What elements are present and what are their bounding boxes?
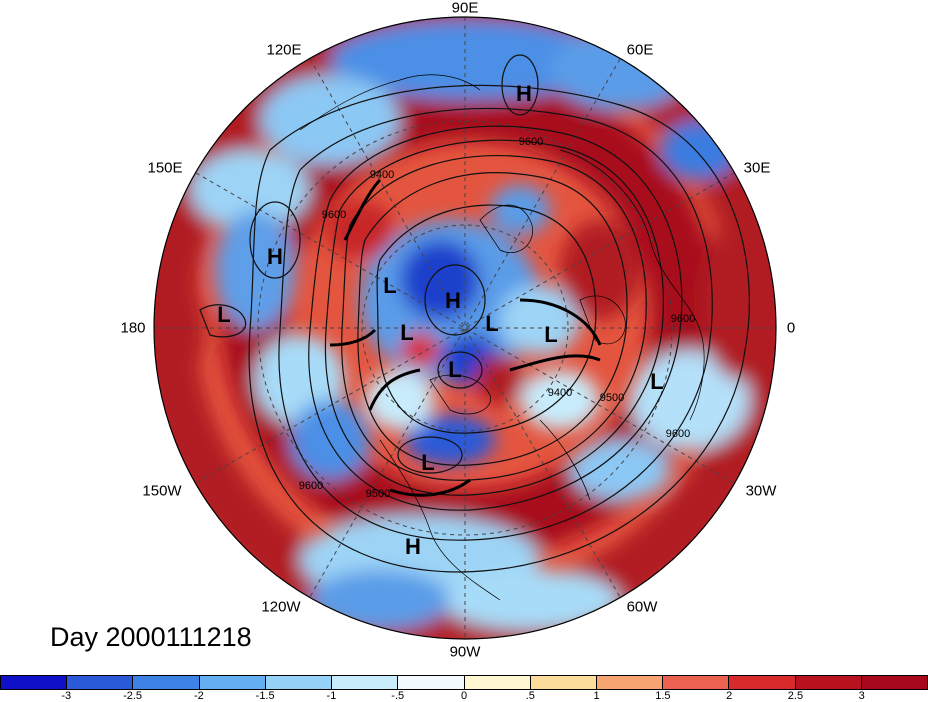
pressure-center-label: L xyxy=(421,450,434,475)
lon-label-0: 0 xyxy=(786,319,796,337)
colorbar-tick-label: -1 xyxy=(326,690,337,702)
jet-contours xyxy=(329,178,602,497)
colorbar-swatch xyxy=(332,676,399,689)
colorbar-swatch xyxy=(729,676,796,689)
lon-label-120e: 120E xyxy=(266,41,302,59)
colorbar-swatch xyxy=(530,676,597,689)
colorbar-tick-label: -.5 xyxy=(391,690,405,702)
colorbar-tick-label: 2 xyxy=(726,690,733,702)
contour-label: 9600 xyxy=(671,313,695,325)
lon-label-30w: 30W xyxy=(745,482,777,500)
lon-label-180: 180 xyxy=(120,319,146,337)
colorbar-swatch xyxy=(199,676,266,689)
colorbar-tick-label: 1 xyxy=(593,690,600,702)
anomaly-field xyxy=(154,17,776,639)
pressure-center-label: L xyxy=(650,369,663,394)
contour-label: 9500 xyxy=(600,392,624,404)
colorbar-tick-label: -3 xyxy=(61,690,72,702)
lon-label-90w: 90W xyxy=(449,643,481,661)
contour-label: 9600 xyxy=(322,209,346,221)
colorbar-swatch xyxy=(398,676,465,689)
pressure-center-label: H xyxy=(267,244,283,269)
pressure-center-label: L xyxy=(400,320,413,345)
lon-label-150w: 150W xyxy=(142,482,182,500)
map-border xyxy=(153,16,777,640)
page-title: Day 2000111218 xyxy=(50,622,252,652)
colorbar-swatch xyxy=(795,676,862,689)
colorbar xyxy=(0,675,928,690)
polar-stereographic-map: H H L L L H L L L L L H 9600 9400 9600 9… xyxy=(153,16,777,640)
lon-label-90e: 90E xyxy=(451,0,479,17)
colorbar-swatch xyxy=(1,676,68,689)
colorbar-tick-label: 0 xyxy=(460,690,468,702)
colorbar-swatch xyxy=(861,676,928,689)
colorbar-swatch xyxy=(464,676,531,689)
contour-label: 9500 xyxy=(366,488,390,500)
pressure-center-label: L xyxy=(485,311,498,336)
pressure-center-label: H xyxy=(405,534,421,559)
colorbar-tick-label: 1.5 xyxy=(655,690,671,702)
colorbar-swatch xyxy=(133,676,200,689)
pressure-center-label: L xyxy=(544,322,557,347)
contour-label: 9600 xyxy=(519,136,543,148)
colorbar-tick-label: 3 xyxy=(858,690,865,702)
lon-label-30e: 30E xyxy=(743,159,771,177)
colorbar-swatch xyxy=(596,676,664,689)
colorbar-swatch xyxy=(663,676,730,689)
lon-label-120w: 120W xyxy=(261,598,301,616)
contour-label: 9600 xyxy=(299,480,323,492)
pressure-center-label: H xyxy=(445,288,461,313)
colorbar-tick-label: -1.5 xyxy=(255,690,275,702)
pressure-center-label: H xyxy=(516,81,532,106)
colorbar-tick-label: -2 xyxy=(193,690,204,702)
pressure-center-label: L xyxy=(448,357,461,382)
lon-label-60w: 60W xyxy=(626,598,658,616)
graticule xyxy=(154,17,776,639)
contour-label: 9600 xyxy=(666,428,690,440)
lon-label-150e: 150E xyxy=(147,159,183,177)
colorbar-swatch xyxy=(265,676,333,689)
colorbar-swatch xyxy=(67,676,134,689)
lon-label-60e: 60E xyxy=(626,41,654,59)
pressure-center-label: L xyxy=(383,273,396,298)
colorbar-tick-label: -2.5 xyxy=(123,690,143,702)
pressure-centers: H H L L L H L L L L L H xyxy=(217,81,663,559)
colorbar-tick-label: 2.5 xyxy=(787,690,804,702)
contour-label: 9400 xyxy=(548,387,572,399)
contour-label: 9400 xyxy=(370,169,394,181)
pressure-center-label: L xyxy=(217,302,230,327)
contour-labels: 9600 9400 9600 9600 9400 9500 9600 9600 … xyxy=(299,136,695,500)
coastlines xyxy=(299,74,705,601)
colorbar-tick-label: .5 xyxy=(525,690,535,702)
